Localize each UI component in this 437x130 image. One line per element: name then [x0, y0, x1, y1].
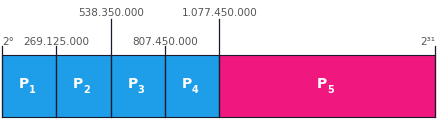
Text: 1.077.450.000: 1.077.450.000	[181, 8, 257, 18]
Bar	[56, 55, 111, 117]
Bar	[111, 55, 165, 117]
Text: 2: 2	[83, 85, 90, 95]
Bar	[219, 55, 435, 117]
Text: 2³¹: 2³¹	[420, 37, 435, 47]
Text: P: P	[73, 77, 83, 92]
Text: P: P	[19, 77, 29, 92]
Text: 807.450.000: 807.450.000	[132, 37, 198, 47]
Text: 2°: 2°	[2, 37, 14, 47]
Bar	[165, 55, 219, 117]
Text: 4: 4	[192, 85, 199, 95]
Text: 269.125.000: 269.125.000	[24, 37, 90, 47]
Text: 3: 3	[138, 85, 145, 95]
Text: P: P	[317, 77, 327, 92]
Text: P: P	[182, 77, 192, 92]
Text: 1: 1	[29, 85, 36, 95]
Bar	[2, 55, 56, 117]
Text: P: P	[128, 77, 138, 92]
Text: 538.350.000: 538.350.000	[78, 8, 144, 18]
Text: 5: 5	[327, 85, 334, 95]
